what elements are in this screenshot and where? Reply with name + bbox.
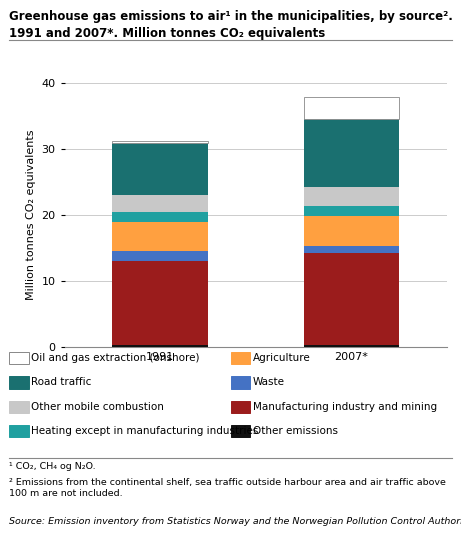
Text: Heating except in manufacturing industries: Heating except in manufacturing industri…: [31, 426, 259, 436]
Bar: [112, 345, 208, 347]
Bar: [112, 221, 208, 251]
Text: Oil and gas extraction (onshore): Oil and gas extraction (onshore): [31, 353, 200, 363]
Bar: [304, 246, 399, 253]
Text: Greenhouse gas emissions to air¹ in the municipalities, by source².: Greenhouse gas emissions to air¹ in the …: [9, 10, 453, 23]
Text: Other emissions: Other emissions: [253, 426, 337, 436]
Y-axis label: Million tonnes CO₂ equivalents: Million tonnes CO₂ equivalents: [26, 130, 36, 300]
Text: Manufacturing industry and mining: Manufacturing industry and mining: [253, 402, 437, 412]
Bar: [304, 253, 399, 345]
Bar: [112, 140, 208, 143]
Text: Waste: Waste: [253, 377, 284, 387]
Bar: [112, 251, 208, 261]
Text: 1991 and 2007*. Million tonnes CO₂ equivalents: 1991 and 2007*. Million tonnes CO₂ equiv…: [9, 27, 325, 39]
Bar: [304, 206, 399, 216]
Text: ² Emissions from the continental shelf, sea traffic outside harbour area and air: ² Emissions from the continental shelf, …: [9, 478, 446, 498]
Bar: [304, 345, 399, 347]
Text: Other mobile combustion: Other mobile combustion: [31, 402, 164, 412]
Text: Road traffic: Road traffic: [31, 377, 92, 387]
Bar: [304, 119, 399, 186]
Bar: [112, 195, 208, 212]
Bar: [304, 186, 399, 206]
Bar: [304, 216, 399, 246]
Bar: [304, 97, 399, 119]
Text: ¹ CO₂, CH₄ og N₂O.: ¹ CO₂, CH₄ og N₂O.: [9, 462, 96, 471]
Text: Source: Emission inventory from Statistics Norway and the Norwegian Pollution Co: Source: Emission inventory from Statisti…: [9, 517, 461, 526]
Bar: [112, 212, 208, 221]
Text: Agriculture: Agriculture: [253, 353, 310, 363]
Bar: [112, 261, 208, 345]
Bar: [112, 143, 208, 195]
